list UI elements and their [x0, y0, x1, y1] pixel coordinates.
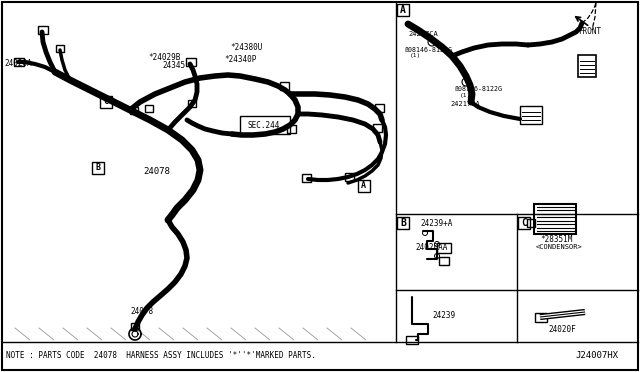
Bar: [375, 104, 384, 112]
Text: 24020AA: 24020AA: [415, 243, 447, 251]
Text: *24029B: *24029B: [148, 52, 180, 61]
Text: (1): (1): [460, 93, 471, 97]
Text: A: A: [400, 5, 406, 15]
Text: B: B: [400, 218, 406, 228]
Bar: [145, 105, 153, 112]
Text: *24380U: *24380U: [230, 42, 262, 51]
Bar: [397, 4, 409, 16]
Bar: [188, 100, 196, 107]
Bar: [520, 106, 542, 124]
Text: *28351M: *28351M: [540, 234, 572, 244]
Bar: [240, 116, 290, 134]
Bar: [302, 174, 311, 182]
Bar: [130, 107, 138, 114]
Bar: [358, 180, 370, 192]
Text: 24217BA: 24217BA: [450, 101, 480, 107]
Text: FRONT: FRONT: [578, 28, 601, 36]
Text: 24239: 24239: [432, 311, 455, 321]
Bar: [439, 257, 449, 265]
Text: ß08146-8122G: ß08146-8122G: [404, 47, 452, 53]
Text: 24020F: 24020F: [548, 324, 576, 334]
Text: J24007HX: J24007HX: [575, 352, 618, 360]
Text: 24217CA: 24217CA: [408, 31, 438, 37]
Bar: [534, 204, 576, 234]
Bar: [437, 243, 451, 253]
Bar: [186, 58, 196, 66]
Bar: [578, 55, 596, 77]
Text: (1): (1): [410, 54, 421, 58]
Text: NOTE : PARTS CODE  24078  HARNESS ASSY INCLUDES '*''*'MARKED PARTS.: NOTE : PARTS CODE 24078 HARNESS ASSY INC…: [6, 350, 316, 359]
Text: 24345: 24345: [162, 61, 185, 71]
Text: 24078: 24078: [130, 308, 153, 317]
Text: 24020A: 24020A: [4, 60, 32, 68]
Bar: [14, 58, 24, 66]
Bar: [397, 217, 409, 229]
Text: C: C: [521, 218, 527, 228]
Text: B: B: [95, 164, 100, 173]
Text: 24078: 24078: [143, 167, 170, 176]
Text: A: A: [361, 182, 366, 190]
Bar: [38, 26, 48, 34]
Text: C: C: [103, 97, 108, 106]
Bar: [373, 124, 382, 132]
Bar: [100, 96, 112, 108]
Bar: [527, 219, 535, 227]
Bar: [287, 125, 296, 133]
Bar: [56, 45, 64, 52]
Text: SEC.244: SEC.244: [248, 122, 280, 131]
Bar: [92, 162, 104, 174]
Text: <CONDENSOR>: <CONDENSOR>: [536, 244, 583, 250]
Bar: [518, 217, 530, 229]
Bar: [535, 313, 547, 322]
Text: 24239+A: 24239+A: [420, 219, 452, 228]
Text: *24340P: *24340P: [224, 55, 257, 64]
Bar: [131, 323, 139, 330]
Bar: [280, 82, 289, 90]
Bar: [345, 173, 354, 181]
Bar: [406, 336, 418, 344]
Text: ß08146-8122G: ß08146-8122G: [454, 86, 502, 92]
